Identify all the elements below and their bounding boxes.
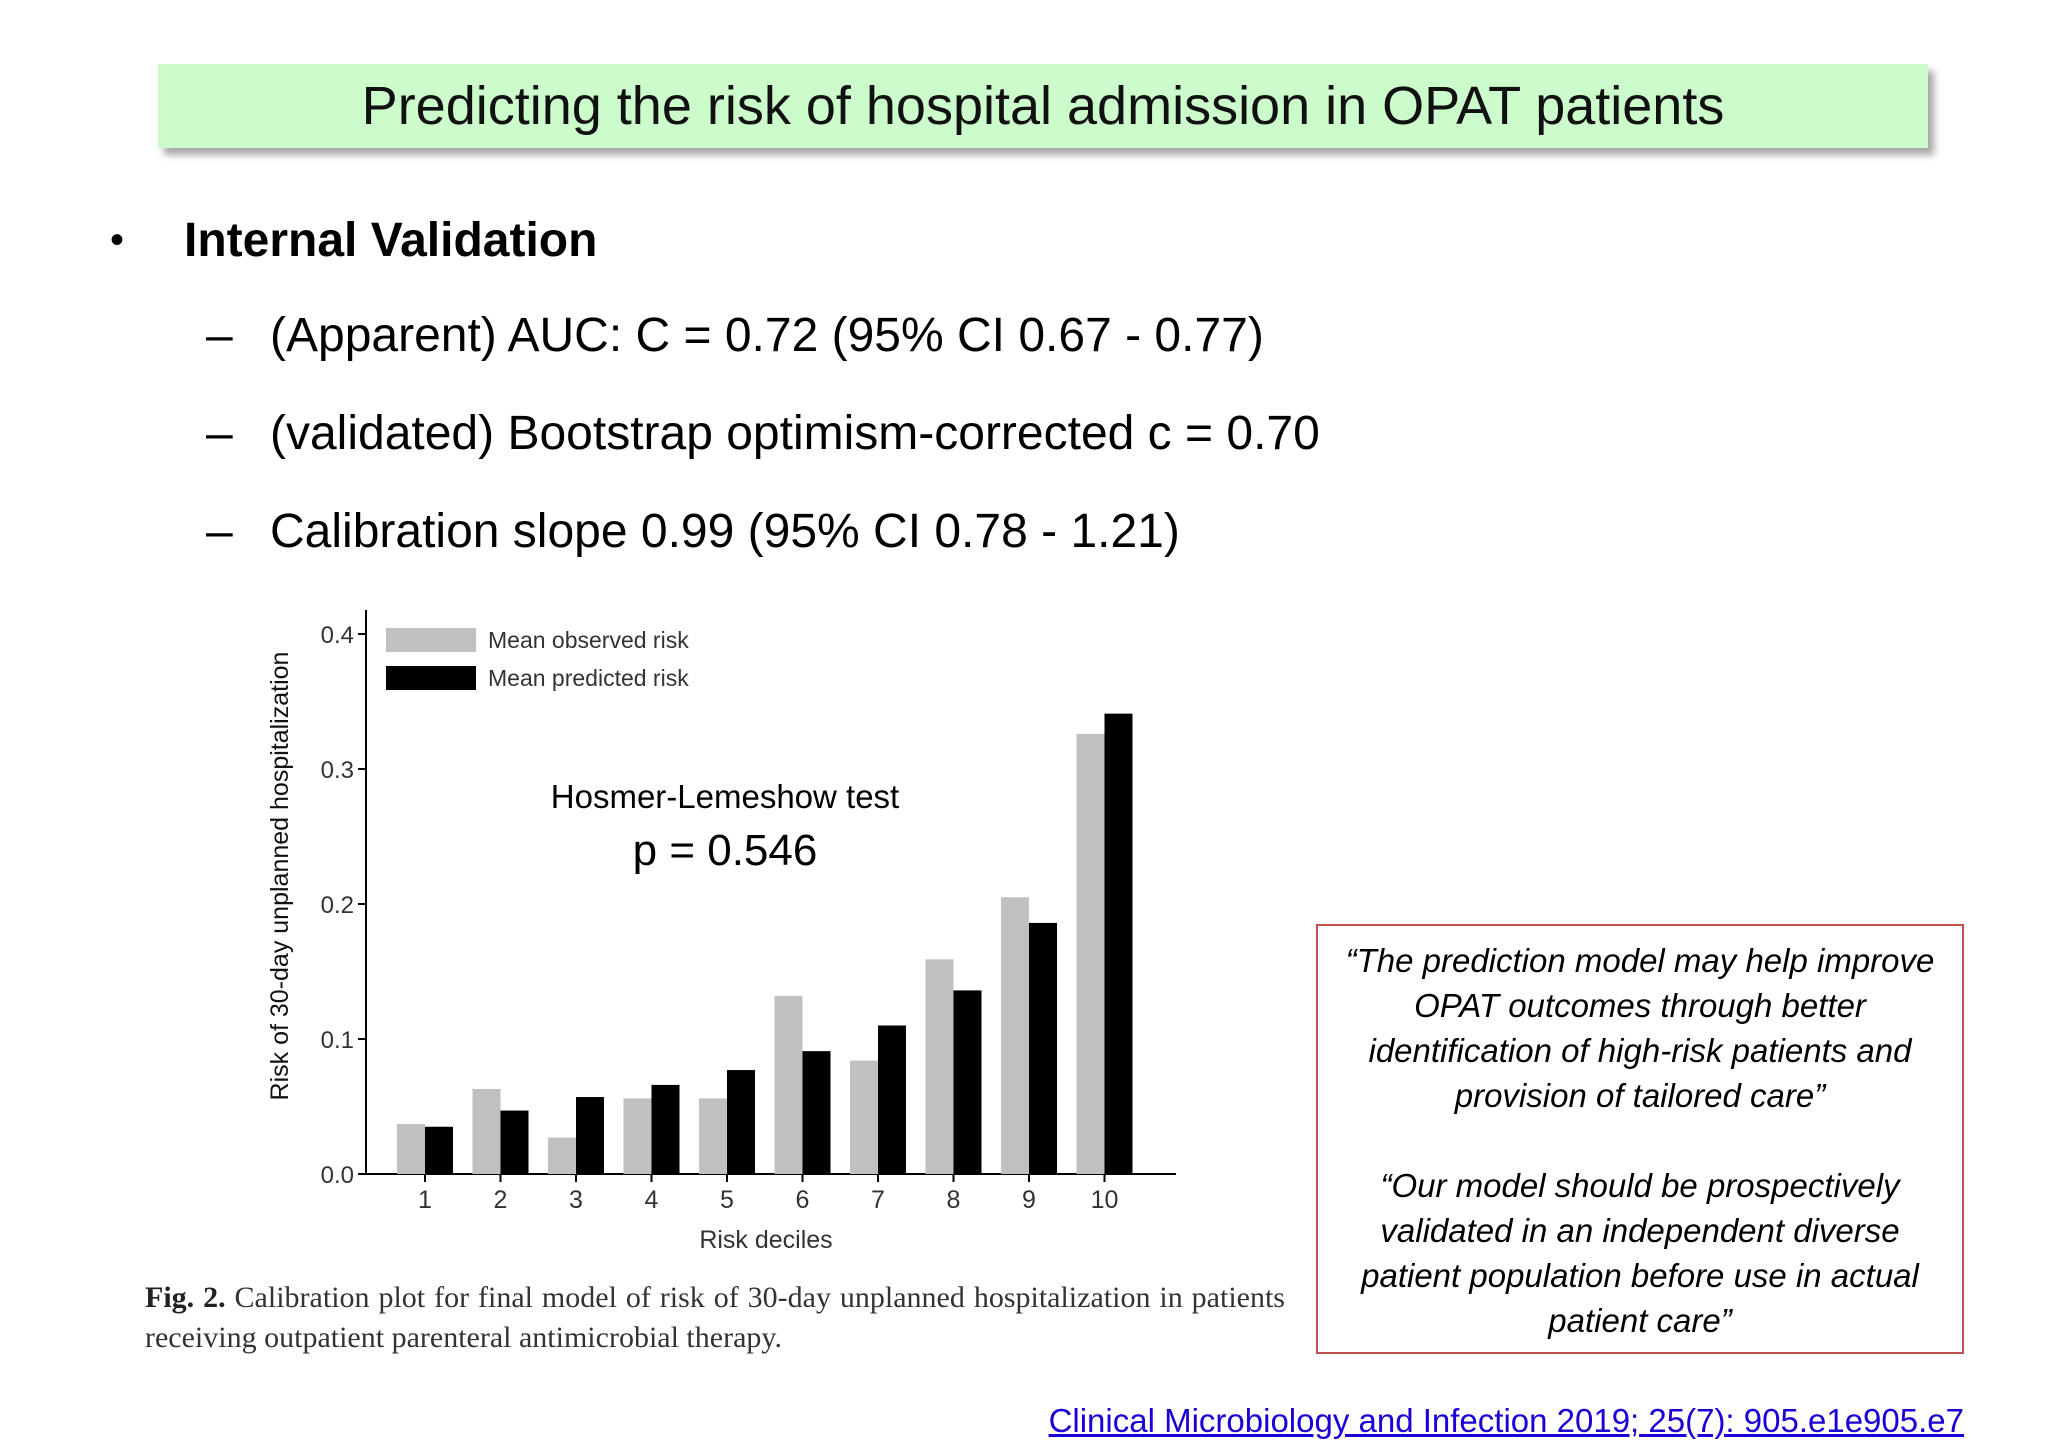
bar-observed [850,1060,878,1174]
quote-box: “The prediction model may help improve O… [1316,924,1964,1354]
calibration-chart: 0.0 0.1 0.2 0.3 0.4 Risk of 30-day unplanned … [266,610,1176,1254]
calibration-figure: 0.0 0.1 0.2 0.3 0.4 Risk of 30-day unplanned … [176,598,1286,1378]
bar-predicted [727,1070,755,1174]
bar-observed [397,1124,425,1174]
legend-swatch [386,666,476,690]
sub-bullet-bootstrap: – (validated) Bootstrap optimism-correct… [206,400,1320,466]
legend-label: Mean observed risk [488,627,689,653]
sub-bullet-auc: – (Apparent) AUC: C = 0.72 (95% CI 0.67 … [206,302,1264,368]
sub-bullet-text: (validated) Bootstrap optimism-corrected… [270,406,1320,460]
caption-text: Calibration plot for final model of risk… [145,1281,1285,1354]
bar-observed [774,995,803,1174]
sub-bullet-text: Calibration slope 0.99 (95% CI 0.78 - 1.… [270,504,1180,558]
reference-link[interactable]: Clinical Microbiology and Infection 2019… [1048,1402,1964,1439]
x-tick-label: 9 [1022,1186,1036,1214]
y-tick-label: 0.0 [321,1162,354,1189]
bullet-marker: • [110,217,125,262]
bar-observed [699,1098,727,1174]
x-tick-label: 7 [871,1186,885,1214]
y-axis-label: Risk of 30-day unplanned hospitalization [266,652,294,1101]
bar-predicted [1104,713,1133,1174]
y-tick-label: 0.3 [321,757,354,784]
bar-predicted [425,1126,453,1174]
x-tick-label: 2 [494,1186,508,1214]
caption-label: Fig. 2. [145,1281,226,1314]
bar-predicted [651,1084,680,1174]
bar-observed [1076,733,1105,1174]
bar-observed [472,1088,501,1174]
bar-predicted [1029,922,1057,1174]
bar-observed [1001,897,1029,1174]
bar-observed [925,959,954,1174]
dash-marker: – [206,504,233,558]
x-tick-label: 6 [796,1186,810,1214]
y-tick-label: 0.1 [321,1027,354,1054]
x-axis-label: Risk deciles [699,1226,832,1254]
bullet-internal-validation: • Internal Validation [110,210,597,270]
bar-observed [548,1137,576,1174]
hosmer-lemeshow-label: Hosmer-Lemeshow test [550,778,900,815]
y-tick-label: 0.2 [321,892,354,919]
bar-predicted [878,1025,906,1174]
hosmer-lemeshow-annotation: Hosmer-Lemeshow test p = 0.546 [530,778,920,876]
dash-marker: – [206,406,233,460]
dash-marker: – [206,308,233,362]
x-tick-label: 4 [645,1186,659,1214]
x-tick-label: 8 [947,1186,961,1214]
x-tick-label: 5 [720,1186,734,1214]
slide-title: Predicting the risk of hospital admissio… [361,76,1725,136]
x-tick-label: 10 [1091,1186,1119,1214]
title-banner: Predicting the risk of hospital admissio… [158,64,1928,148]
quote-1: “The prediction model may help improve O… [1345,942,1935,1114]
bar-predicted [802,1051,831,1174]
p-value: p = 0.546 [632,826,818,875]
bar-predicted [576,1097,604,1174]
sub-bullet-text: (Apparent) AUC: C = 0.72 (95% CI 0.67 - … [270,308,1264,362]
bullet-heading: Internal Validation [184,213,598,267]
x-tick-label: 3 [569,1186,583,1214]
sub-bullet-calibration: – Calibration slope 0.99 (95% CI 0.78 - … [206,498,1180,564]
y-tick-label: 0.4 [321,622,354,649]
figure-caption: Fig. 2. Calibration plot for final model… [145,1278,1285,1358]
quote-2: “Our model should be prospectively valid… [1361,1167,1919,1339]
x-tick-label: 1 [418,1186,432,1214]
bar-observed [623,1098,652,1174]
bar-predicted [953,990,982,1174]
bar-predicted [500,1110,529,1174]
legend-label: Mean predicted risk [488,665,689,691]
legend-swatch [386,628,476,652]
